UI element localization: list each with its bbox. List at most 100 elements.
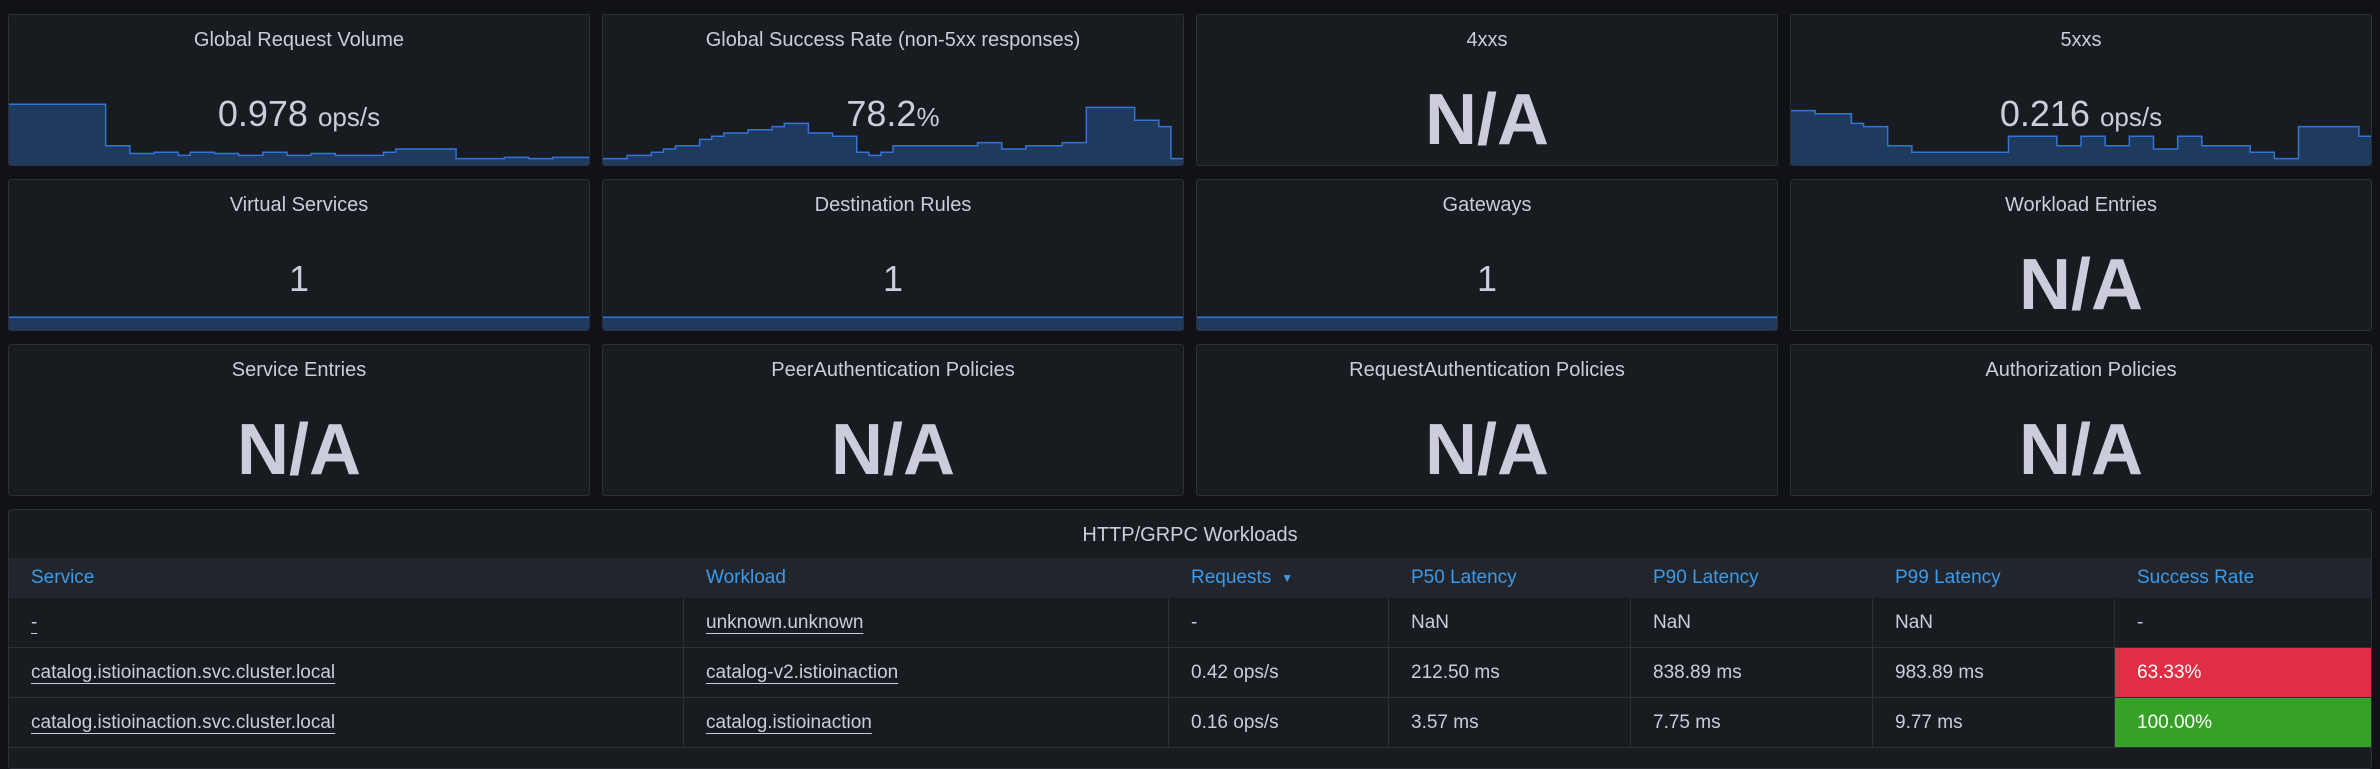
- cell-p90: 7.75 ms: [1631, 698, 1873, 747]
- stat-value: 1: [288, 258, 310, 299]
- sparkline-area: [1197, 317, 1777, 330]
- column-header-requests[interactable]: Requests ▼: [1169, 558, 1389, 598]
- panel-service-entries[interactable]: Service Entries N/A: [8, 344, 590, 496]
- cell-p50: NaN: [1389, 598, 1631, 647]
- panel-title: Workload Entries: [2005, 194, 2157, 216]
- column-header-label: P50 Latency: [1411, 567, 1517, 588]
- panel-title: Global Success Rate (non-5xx responses): [705, 29, 1081, 51]
- panel-global-request-volume[interactable]: Global Request Volume 0.978 ops/s: [8, 14, 590, 166]
- panel-4xxs[interactable]: 4xxs N/A: [1196, 14, 1778, 166]
- cell-service: catalog.istioinaction.svc.cluster.local: [9, 698, 684, 747]
- panel-title: Global Request Volume: [193, 29, 405, 51]
- stat-value: N/A: [1425, 80, 1549, 160]
- column-header-p99-latency[interactable]: P99 Latency: [1873, 558, 2115, 598]
- table-header: Service Workload Requests ▼ P50 Latency P…: [9, 558, 2371, 598]
- workload-link[interactable]: catalog-v2.istioinaction: [706, 662, 899, 683]
- sparkline-line: [1791, 109, 2371, 160]
- cell-p50: 3.57 ms: [1389, 698, 1631, 747]
- service-link[interactable]: -: [31, 612, 38, 633]
- panel-authorization-policies[interactable]: Authorization Policies N/A: [1790, 344, 2372, 496]
- stat-number: 0.216: [1999, 93, 2090, 134]
- column-header-label: P90 Latency: [1653, 567, 1759, 588]
- column-header-workload[interactable]: Workload: [684, 558, 1169, 598]
- panel-title: Virtual Services: [229, 194, 369, 216]
- table-row: - unknown.unknown - NaN NaN NaN -: [9, 598, 2371, 648]
- service-link[interactable]: catalog.istioinaction.svc.cluster.local: [31, 712, 336, 733]
- cell-requests: 0.16 ops/s: [1169, 698, 1389, 747]
- cell-p90: NaN: [1631, 598, 1873, 647]
- stat-value: N/A: [1425, 410, 1549, 490]
- panel-gateways[interactable]: Gateways 1: [1196, 179, 1778, 331]
- panel-title: RequestAuthentication Policies: [1349, 359, 1625, 381]
- panel-title: Authorization Policies: [1985, 359, 2177, 381]
- column-header-p90-latency[interactable]: P90 Latency: [1631, 558, 1873, 598]
- sparkline-virtual-services: [9, 316, 589, 330]
- stat-value: 1: [1476, 258, 1498, 299]
- sparkline-area: [9, 104, 589, 165]
- panel-title: 5xxs: [2060, 29, 2102, 51]
- column-header-success-rate[interactable]: Success Rate: [2115, 558, 2371, 598]
- panel-request-authentication-policies[interactable]: RequestAuthentication Policies N/A: [1196, 344, 1778, 496]
- sparkline-area: [603, 317, 1183, 330]
- panel-destination-rules[interactable]: Destination Rules 1: [602, 179, 1184, 331]
- cell-workload: catalog-v2.istioinaction: [684, 648, 1169, 697]
- column-header-label: Service: [31, 567, 95, 588]
- cell-success-rate: -: [2137, 612, 2144, 633]
- stat-number: 0.978: [217, 93, 308, 134]
- workload-link[interactable]: unknown.unknown: [706, 612, 864, 633]
- stat-unit: %: [916, 102, 940, 132]
- cell-requests: 0.42 ops/s: [1169, 648, 1389, 697]
- cell-requests: -: [1169, 598, 1389, 647]
- panel-title: PeerAuthentication Policies: [771, 359, 1015, 381]
- table-row: catalog.istioinaction.svc.cluster.local …: [9, 698, 2371, 748]
- panel-peer-authentication-policies[interactable]: PeerAuthentication Policies N/A: [602, 344, 1184, 496]
- column-header-label: Requests: [1191, 567, 1272, 589]
- panel-workload-entries[interactable]: Workload Entries N/A: [1790, 179, 2372, 331]
- panel-5xxs[interactable]: 5xxs 0.216 ops/s: [1790, 14, 2372, 166]
- cell-service: catalog.istioinaction.svc.cluster.local: [9, 648, 684, 697]
- panel-title: Gateways: [1442, 194, 1532, 216]
- sparkline-line: [9, 103, 589, 160]
- stat-value: N/A: [237, 410, 361, 490]
- service-link[interactable]: catalog.istioinaction.svc.cluster.local: [31, 662, 336, 683]
- sparkline-destination-rules: [603, 316, 1183, 330]
- stat-value: 0.978 ops/s: [9, 93, 589, 135]
- stat-value: 78.2%: [603, 93, 1183, 135]
- stat-value: N/A: [2019, 410, 2143, 490]
- stat-value: N/A: [831, 410, 955, 490]
- stat-value: N/A: [2019, 245, 2143, 325]
- column-header-label: P99 Latency: [1895, 567, 2001, 588]
- sparkline-line: [603, 106, 1183, 160]
- panel-global-success-rate[interactable]: Global Success Rate (non-5xx responses) …: [602, 14, 1184, 166]
- panel-virtual-services[interactable]: Virtual Services 1: [8, 179, 590, 331]
- column-header-service[interactable]: Service: [9, 558, 684, 598]
- sparkline-global-success-rate: [603, 106, 1183, 165]
- panel-http-grpc-workloads[interactable]: HTTP/GRPC Workloads Service Workload Req…: [8, 509, 2372, 769]
- column-header-label: Success Rate: [2137, 567, 2255, 588]
- cell-p99: NaN: [1873, 598, 2115, 647]
- panel-title: Service Entries: [231, 359, 367, 381]
- panel-title: Destination Rules: [814, 194, 972, 216]
- cell-service: -: [9, 598, 684, 647]
- cell-workload: catalog.istioinaction: [684, 698, 1169, 747]
- stat-value: 1: [882, 258, 904, 299]
- cell-p99: 983.89 ms: [1873, 648, 2115, 697]
- stat-unit: ops/s: [2099, 102, 2163, 132]
- stat-number: 78.2: [846, 93, 917, 134]
- cell-success-rate: 100.00%: [2115, 698, 2371, 747]
- column-header-p50-latency[interactable]: P50 Latency: [1389, 558, 1631, 598]
- sparkline-area: [603, 107, 1183, 165]
- panel-title: 4xxs: [1466, 29, 1508, 51]
- cell-workload: unknown.unknown: [684, 598, 1169, 647]
- cell-p50: 212.50 ms: [1389, 648, 1631, 697]
- cell-success-rate: 63.33%: [2115, 648, 2371, 697]
- table-row: catalog.istioinaction.svc.cluster.local …: [9, 648, 2371, 698]
- workload-link[interactable]: catalog.istioinaction: [706, 712, 872, 733]
- table-title: HTTP/GRPC Workloads: [1082, 524, 1298, 546]
- cell-p99: 9.77 ms: [1873, 698, 2115, 747]
- chevron-down-icon: ▼: [1281, 571, 1294, 585]
- sparkline-5xxs: [1791, 109, 2371, 165]
- sparkline-area: [9, 317, 589, 330]
- cell-p90: 838.89 ms: [1631, 648, 1873, 697]
